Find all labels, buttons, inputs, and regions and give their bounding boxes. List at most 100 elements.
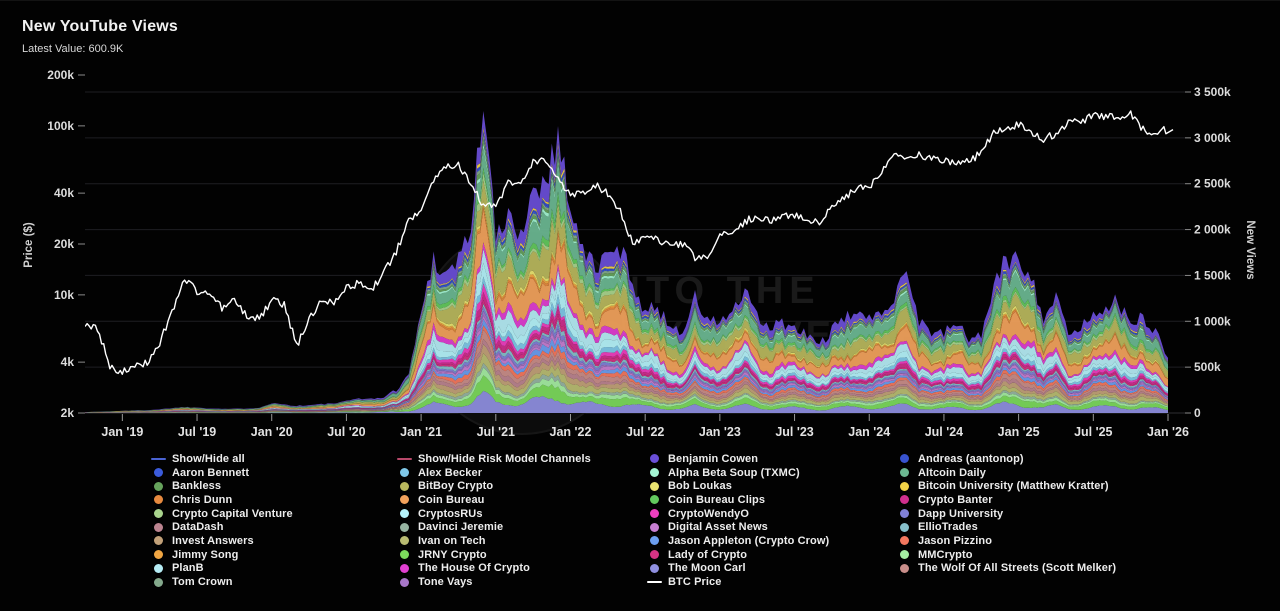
x-axis-tick: Jul '20 — [327, 425, 365, 439]
x-axis-tick: Jan '22 — [550, 425, 592, 439]
legend-item-chris-dunn[interactable]: Chris Dunn — [150, 493, 293, 507]
legend-item-label: Aaron Bennett — [172, 466, 250, 479]
legend-item-tom-crown[interactable]: Tom Crown — [150, 575, 293, 589]
legend-item-alpha-beta-soup-txmc[interactable]: Alpha Beta Soup (TXMC) — [646, 466, 829, 480]
x-axis-tick: Jul '21 — [477, 425, 515, 439]
legend-line-marker-icon — [396, 457, 412, 460]
legend-item-jason-pizzino[interactable]: Jason Pizzino — [896, 534, 1116, 548]
legend-item-label: Lady of Crypto — [668, 548, 748, 561]
legend-item-bitcoin-university-matthew-kratter[interactable]: Bitcoin University (Matthew Kratter) — [896, 479, 1116, 493]
x-axis-tick: Jul '19 — [178, 425, 216, 439]
legend-dot-icon — [896, 495, 912, 505]
area-the-moon-carl — [85, 390, 1168, 413]
legend-item-label: Crypto Banter — [918, 493, 993, 506]
legend-item-label: Bitcoin University (Matthew Kratter) — [918, 480, 1109, 493]
left-axis-tick: 4k — [61, 355, 75, 369]
legend-dot-icon — [396, 550, 412, 560]
legend-dot-icon — [896, 536, 912, 546]
legend-dot-icon — [396, 495, 412, 505]
legend-dot-icon — [150, 509, 166, 519]
legend-item-davinci-jeremie[interactable]: Davinci Jeremie — [396, 520, 591, 534]
legend-item-jason-appleton-crypto-crow[interactable]: Jason Appleton (Crypto Crow) — [646, 534, 829, 548]
legend-item-label: Jason Appleton (Crypto Crow) — [668, 534, 830, 547]
legend-item-label: Jason Pizzino — [918, 534, 993, 547]
x-axis-tick: Jul '22 — [626, 425, 664, 439]
legend-item-elliotrades[interactable]: EllioTrades — [896, 520, 1116, 534]
legend-item-datadash[interactable]: DataDash — [150, 520, 293, 534]
legend-item-label: Tone Vays — [418, 576, 473, 589]
legend-item-invest-answers[interactable]: Invest Answers — [150, 534, 293, 548]
legend-dot-icon — [396, 522, 412, 532]
legend-item-label: The Moon Carl — [668, 562, 746, 575]
legend-dot-icon — [396, 563, 412, 573]
legend-item-the-moon-carl[interactable]: The Moon Carl — [646, 562, 829, 576]
legend-item-alex-becker[interactable]: Alex Becker — [396, 466, 591, 480]
left-axis-tick: 200k — [47, 68, 74, 82]
legend-column-2: Show/Hide Risk Model Channels Alex Becker… — [396, 452, 591, 589]
left-axis-tick: 2k — [61, 406, 75, 420]
legend-dot-icon — [150, 495, 166, 505]
legend-item-label: BTC Price — [668, 576, 722, 589]
legend-dot-icon — [896, 468, 912, 478]
right-axis-title: New Views — [1244, 220, 1256, 279]
legend-item-label: EllioTrades — [918, 521, 978, 534]
legend-item-the-wolf-of-all-streets-scott-melker[interactable]: The Wolf Of All Streets (Scott Melker) — [896, 562, 1116, 576]
legend-item-digital-asset-news[interactable]: Digital Asset News — [646, 520, 829, 534]
legend-item-show-hide-all[interactable]: Show/Hide all — [150, 452, 293, 466]
legend-item-label: Tom Crown — [172, 576, 233, 589]
legend-item-altcoin-daily[interactable]: Altcoin Daily — [896, 466, 1116, 480]
legend-item-coin-bureau-clips[interactable]: Coin Bureau Clips — [646, 493, 829, 507]
x-axis-tick: Jan '26 — [1147, 425, 1189, 439]
legend-item-andreas-aantonop[interactable]: Andreas (aantonop) — [896, 452, 1116, 466]
legend-dot-icon — [646, 481, 662, 491]
legend-item-btc-price[interactable]: BTC Price — [646, 575, 829, 589]
legend-item-label: The Wolf Of All Streets (Scott Melker) — [918, 562, 1117, 575]
btc-price-line — [85, 110, 1174, 375]
legend-item-coin-bureau[interactable]: Coin Bureau — [396, 493, 591, 507]
legend-item-lady-of-crypto[interactable]: Lady of Crypto — [646, 548, 829, 562]
legend-item-label: Coin Bureau — [418, 493, 485, 506]
legend-item-crypto-capital-venture[interactable]: Crypto Capital Venture — [150, 507, 293, 521]
right-axis-tick: 0 — [1194, 406, 1201, 420]
area-benjamin-cowen — [85, 110, 1168, 413]
legend-item-bankless[interactable]: Bankless — [150, 479, 293, 493]
legend-dot-icon — [896, 454, 912, 464]
legend-item-tone-vays[interactable]: Tone Vays — [396, 575, 591, 589]
legend-item-mmcrypto[interactable]: MMCrypto — [896, 548, 1116, 562]
legend-item-benjamin-cowen[interactable]: Benjamin Cowen — [646, 452, 829, 466]
legend-item-bitboy-crypto[interactable]: BitBoy Crypto — [396, 479, 591, 493]
legend-item-label: Invest Answers — [172, 534, 254, 547]
left-axis-tick: 20k — [54, 237, 74, 251]
stacked-areas — [85, 110, 1168, 413]
legend-item-crypto-banter[interactable]: Crypto Banter — [896, 493, 1116, 507]
left-axis-title: Price ($) — [23, 222, 35, 268]
legend-item-ivan-on-tech[interactable]: Ivan on Tech — [396, 534, 591, 548]
legend-item-jimmy-song[interactable]: Jimmy Song — [150, 548, 293, 562]
legend-item-show-hide-risk-model-channels[interactable]: Show/Hide Risk Model Channels — [396, 452, 591, 466]
legend-dot-icon — [396, 509, 412, 519]
legend-dot-icon — [896, 481, 912, 491]
legend-item-jrny-crypto[interactable]: JRNY Crypto — [396, 548, 591, 562]
legend-column-3: Benjamin Cowen Alpha Beta Soup (TXMC) Bob … — [646, 452, 829, 589]
x-axis-tick: Jan '23 — [699, 425, 741, 439]
legend-item-label: Davinci Jeremie — [418, 521, 504, 534]
legend-dot-icon — [646, 468, 662, 478]
legend-item-aaron-bennett[interactable]: Aaron Bennett — [150, 466, 293, 480]
legend-item-dapp-university[interactable]: Dapp University — [896, 507, 1116, 521]
new-youtube-views-chart: INTO THECRYPTOVERSE2k4k10k20k40k100k200k… — [23, 68, 1256, 439]
legend-item-planb[interactable]: PlanB — [150, 562, 293, 576]
legend-item-label: Digital Asset News — [668, 521, 768, 534]
legend-dot-icon — [396, 481, 412, 491]
x-axis-tick: Jan '25 — [998, 425, 1040, 439]
legend-item-bob-loukas[interactable]: Bob Loukas — [646, 479, 829, 493]
legend-item-cryptosrus[interactable]: CryptosRUs — [396, 507, 591, 521]
legend-item-label: Show/Hide all — [172, 452, 245, 465]
legend-item-cryptowendyo[interactable]: CryptoWendyO — [646, 507, 829, 521]
legend-dot-icon — [646, 522, 662, 532]
legend-item-label: Show/Hide Risk Model Channels — [418, 452, 591, 465]
legend-item-the-house-of-crypto[interactable]: The House Of Crypto — [396, 562, 591, 576]
right-axis-tick: 1 500k — [1194, 268, 1231, 282]
right-axis-tick: 1 000k — [1194, 314, 1231, 328]
area-altcoin-daily — [85, 147, 1168, 413]
legend-item-label: Bankless — [172, 480, 222, 493]
